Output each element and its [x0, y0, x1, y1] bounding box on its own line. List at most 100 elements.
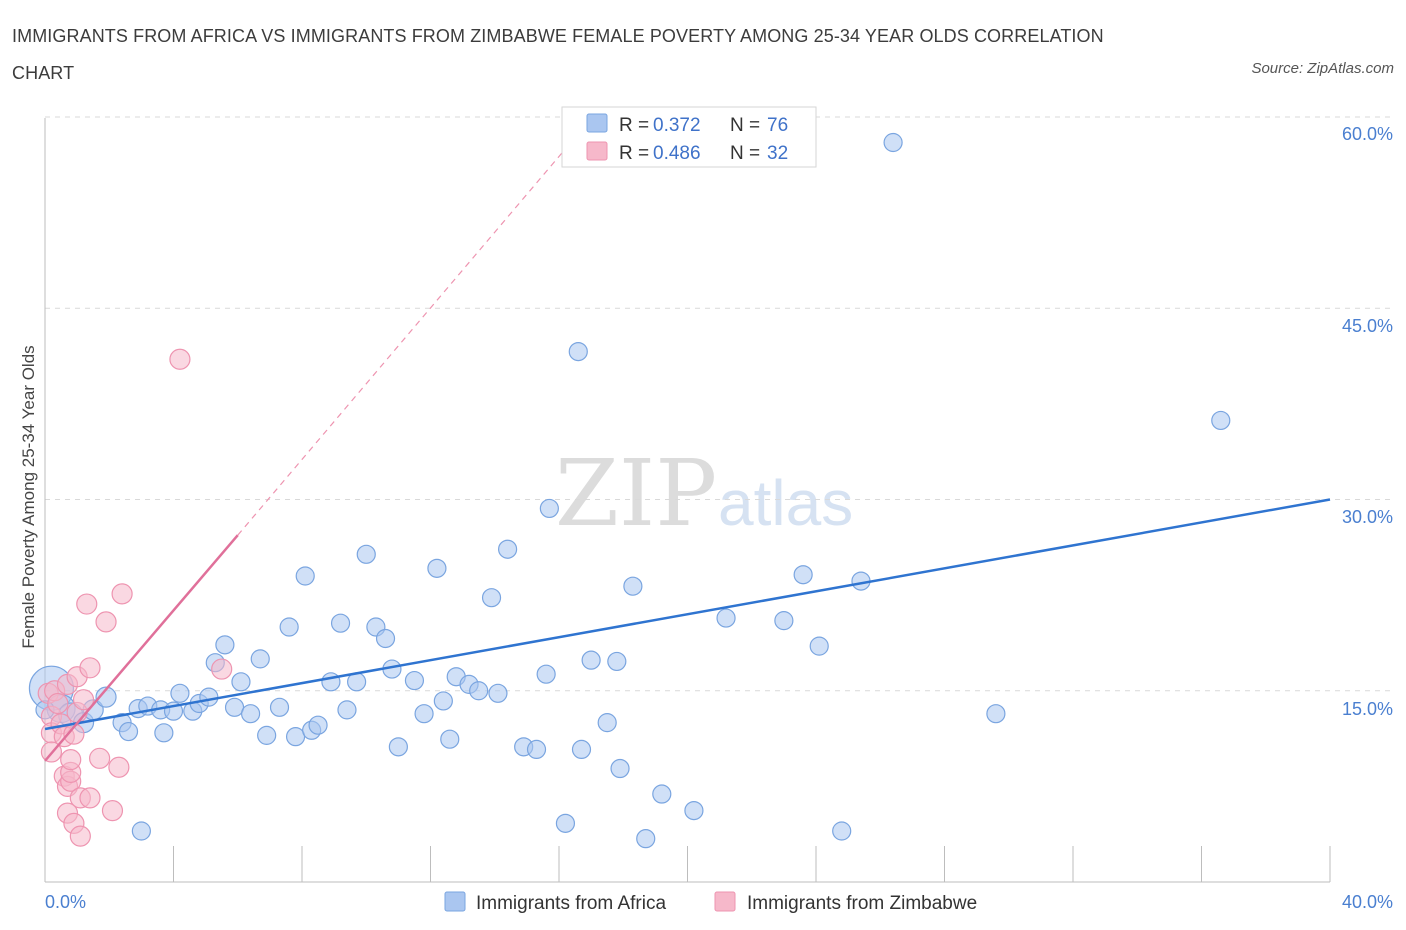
series-legend: Immigrants from Africa Immigrants from Z…	[444, 891, 977, 914]
africa-point	[1211, 410, 1231, 431]
zimbabwe-point	[79, 657, 101, 679]
africa-point	[440, 729, 460, 749]
y-axis-title: Female Poverty Among 25-34 Year Olds	[19, 345, 38, 648]
africa-point	[330, 613, 351, 633]
africa-point	[295, 566, 315, 586]
africa-point	[883, 132, 903, 153]
africa-point	[568, 342, 588, 362]
x-tick-label-max: 40.0%	[1342, 892, 1393, 912]
africa-point	[269, 697, 290, 717]
africa-point	[597, 713, 617, 733]
zimbabwe-point	[69, 825, 91, 847]
africa-point	[433, 691, 453, 711]
bottom-legend-swatch-zimbabwe	[714, 891, 736, 912]
africa-point	[539, 498, 559, 519]
source-label: Source: ZipAtlas.com	[1251, 60, 1394, 77]
africa-point	[623, 576, 643, 596]
legend-n-label-zimbabwe: N =	[730, 143, 760, 164]
x-tick-label-min: 0.0%	[45, 892, 86, 912]
zimbabwe-point	[60, 748, 82, 771]
africa-point	[388, 737, 408, 757]
africa-point	[257, 725, 277, 745]
africa-point	[241, 704, 261, 724]
legend-n-value-africa: 76	[767, 115, 788, 136]
correlation-legend: R = 0.372 N = 76 R = 0.486 N = 32	[561, 106, 817, 168]
legend-r-label-zimbabwe: R =	[619, 143, 649, 164]
africa-point	[488, 683, 508, 703]
africa-point	[224, 697, 245, 717]
africa-point	[526, 739, 547, 760]
africa-point	[279, 617, 299, 637]
africa-point	[986, 704, 1006, 724]
africa-point	[375, 628, 396, 649]
watermark-atlas: atlas	[718, 467, 853, 539]
chart-title: IMMIGRANTS FROM AFRICA VS IMMIGRANTS FRO…	[12, 26, 1104, 83]
africa-point	[170, 683, 190, 703]
legend-swatch-zimbabwe	[586, 141, 608, 161]
africa-point	[581, 650, 601, 670]
zimbabwe-point	[89, 747, 111, 769]
y-tick-label-30: 30.0%	[1342, 507, 1393, 527]
y-tick-label-60: 60.0%	[1342, 124, 1393, 144]
zimbabwe-point	[108, 756, 130, 778]
watermark-zip: ZIP	[555, 440, 717, 547]
africa-point	[250, 649, 270, 669]
zimbabwe-point	[101, 799, 124, 822]
legend-swatch-africa	[586, 113, 608, 133]
africa-point	[356, 544, 376, 564]
africa-point	[571, 739, 592, 760]
zimbabwe-trend-extension	[237, 148, 566, 536]
africa-point	[832, 821, 852, 841]
africa-point	[636, 829, 656, 849]
africa-point	[154, 723, 174, 743]
africa-point	[414, 704, 434, 724]
africa-point	[308, 715, 328, 735]
africa-point	[536, 664, 556, 684]
zimbabwe-point	[95, 611, 117, 633]
legend-r-value-zimbabwe: 0.486	[653, 143, 701, 164]
africa-point	[131, 821, 151, 841]
legend-n-value-zimbabwe: 32	[767, 143, 788, 164]
africa-point	[199, 687, 219, 707]
zimbabwe-point	[211, 658, 233, 680]
africa-point	[285, 727, 306, 747]
africa-point	[809, 636, 829, 656]
africa-point	[555, 813, 576, 833]
africa-point	[684, 800, 704, 821]
series-zimbabwe-points	[37, 348, 233, 847]
africa-point	[498, 539, 518, 559]
legend-n-label-africa: N =	[730, 115, 760, 136]
africa-point	[469, 681, 489, 701]
legend-r-value-africa: 0.372	[653, 115, 701, 136]
africa-point	[95, 686, 117, 708]
trend-lines	[44, 148, 1331, 762]
africa-point	[607, 651, 627, 672]
bottom-legend-label-zimbabwe: Immigrants from Zimbabwe	[747, 893, 977, 914]
legend-r-label-africa: R =	[619, 115, 649, 136]
africa-point	[774, 611, 794, 631]
africa-point	[321, 672, 341, 692]
zimbabwe-point	[76, 593, 98, 615]
africa-point	[404, 670, 425, 691]
y-tick-label-15: 15.0%	[1342, 699, 1393, 719]
x-ticks	[44, 846, 1331, 882]
africa-point	[118, 721, 139, 742]
africa-point	[652, 784, 672, 804]
africa-point	[337, 700, 357, 720]
bottom-legend-label-africa: Immigrants from Africa	[476, 893, 666, 914]
africa-point	[793, 565, 813, 585]
bottom-legend-swatch-africa	[444, 891, 466, 912]
zimbabwe-trend-line	[44, 534, 239, 762]
africa-point	[610, 758, 630, 779]
africa-point	[427, 558, 447, 578]
zimbabwe-point	[47, 692, 69, 715]
zimbabwe-point	[79, 787, 101, 809]
zimbabwe-point	[72, 689, 95, 711]
africa-point	[231, 672, 251, 692]
africa-point	[481, 588, 502, 608]
africa-trend-line	[44, 498, 1331, 731]
zimbabwe-point	[111, 583, 133, 605]
zimbabwe-point	[169, 348, 191, 370]
africa-point	[716, 608, 736, 628]
y-tick-label-45: 45.0%	[1342, 316, 1393, 336]
